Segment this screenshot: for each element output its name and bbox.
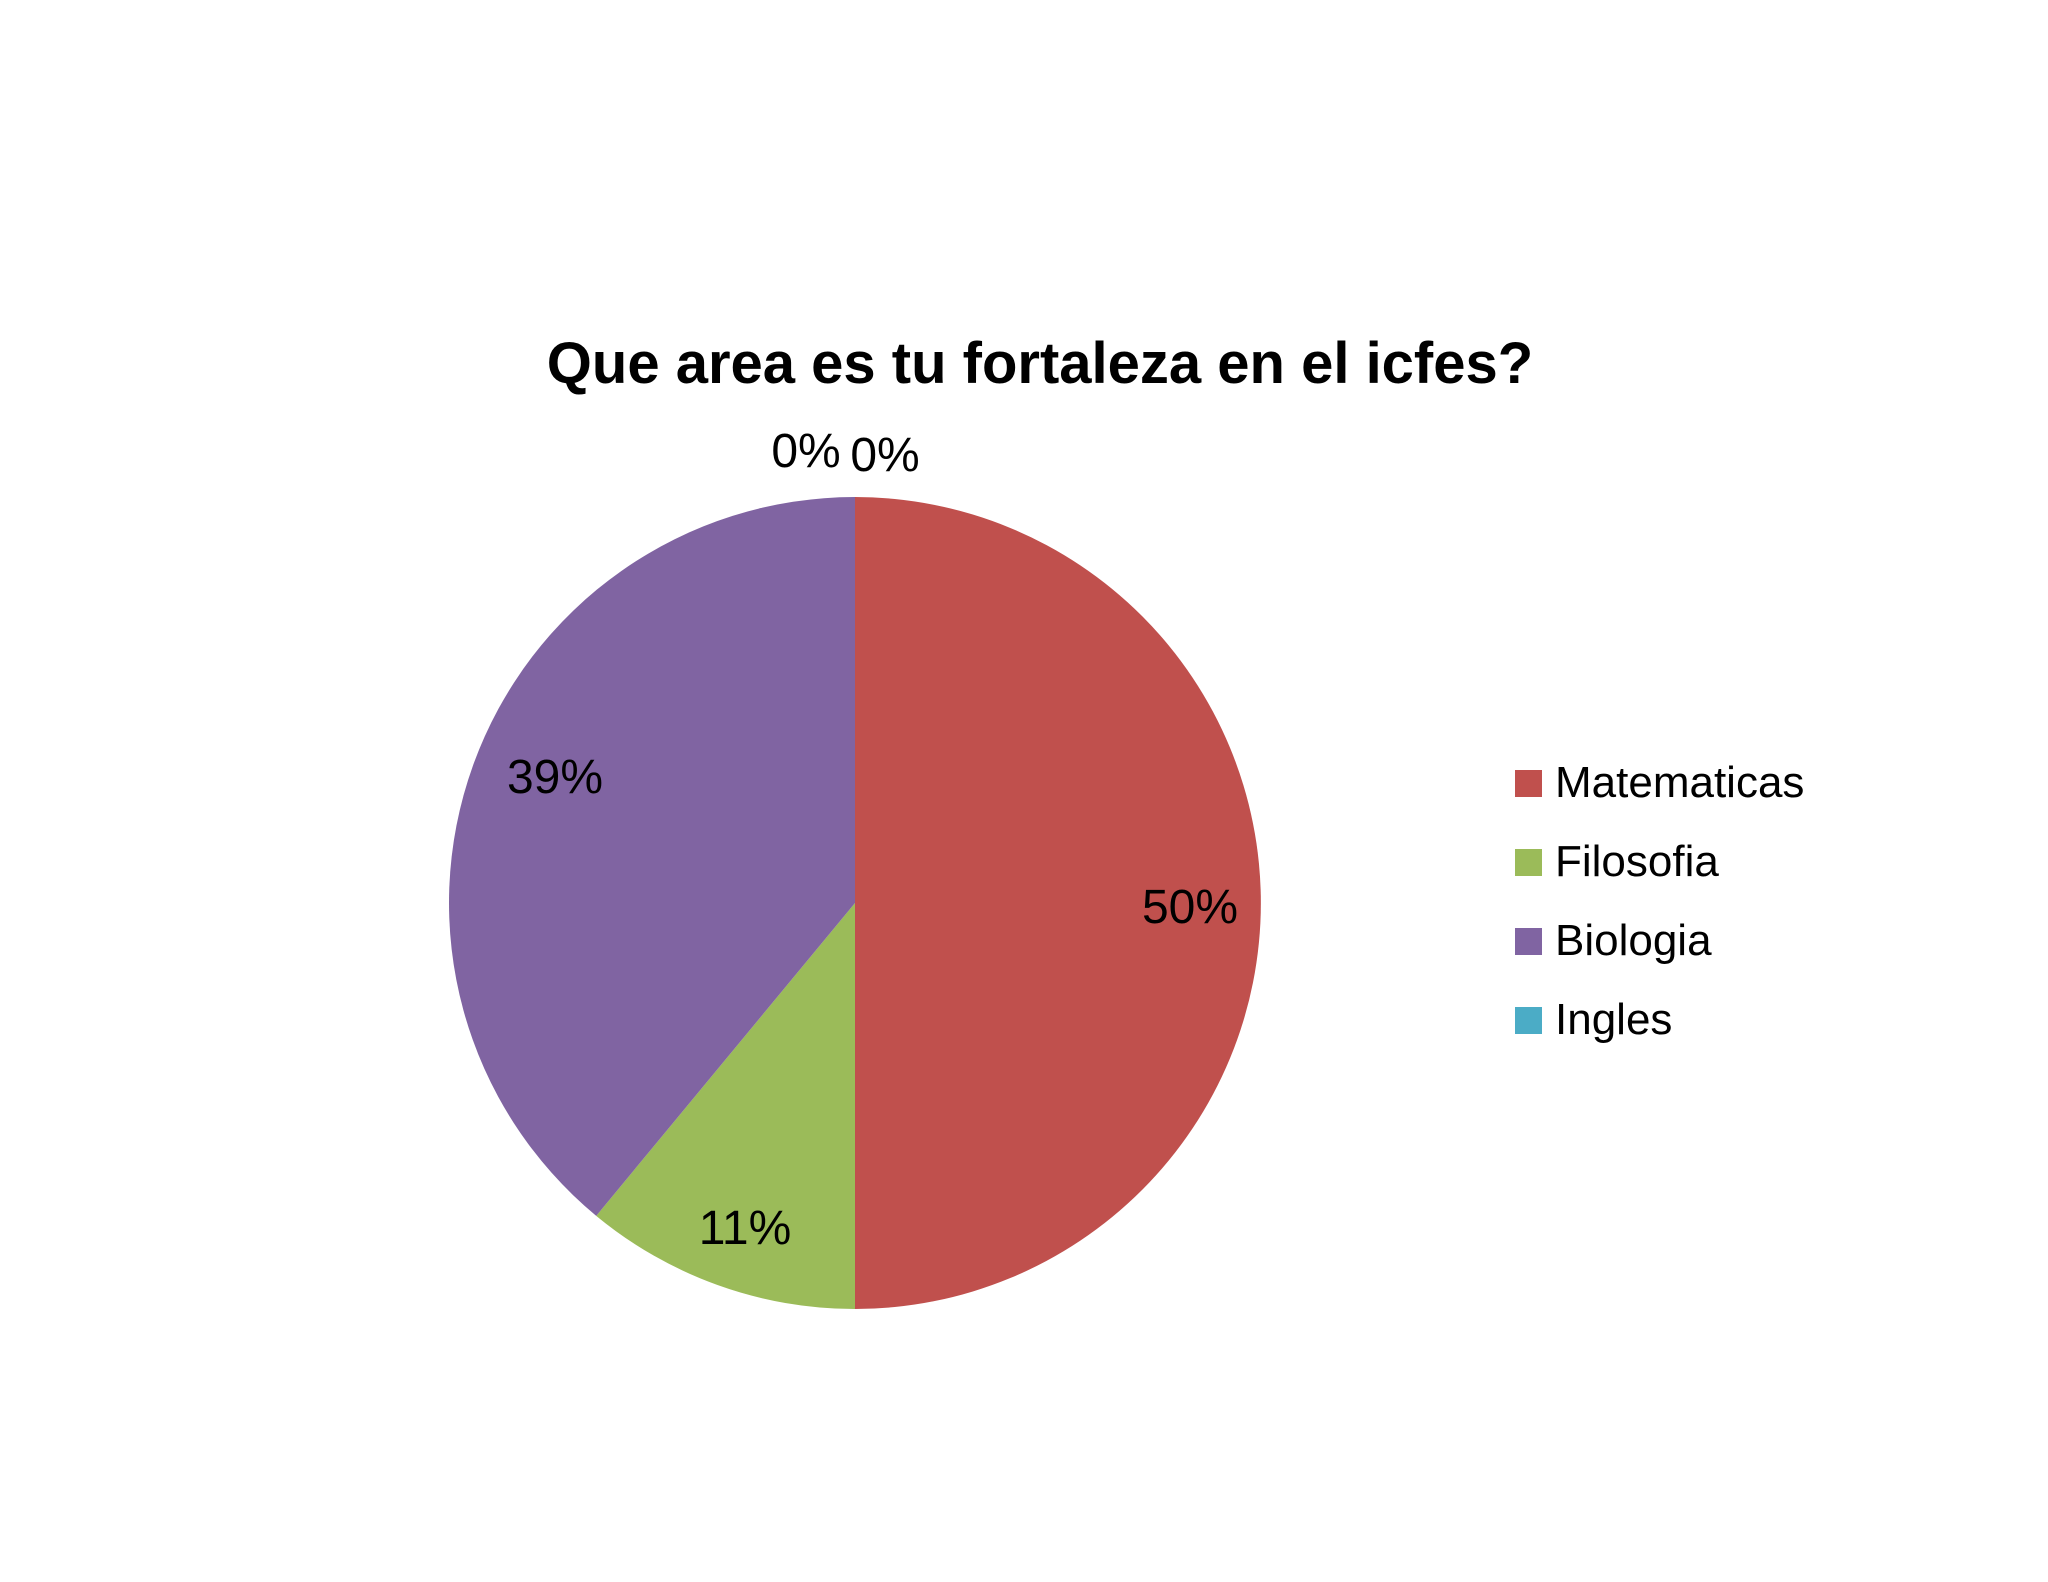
legend-label-biologia: Biologia <box>1555 916 1712 965</box>
legend-label-filosofia: Filosofia <box>1555 837 1719 886</box>
pie-slices <box>448 497 1261 1309</box>
legend-swatch-filosofia <box>1515 849 1542 876</box>
pie-slice-filosofia <box>596 903 855 1309</box>
chart-title: Que area es tu fortaleza en el icfes? <box>547 331 1533 396</box>
legend-swatch-matematicas <box>1515 770 1542 797</box>
legend-label-ingles: Ingles <box>1555 995 1672 1044</box>
data-label-extra: 0% <box>771 425 840 478</box>
data-label-matematicas: 50% <box>1142 881 1238 934</box>
pie-slice-biologia <box>448 497 855 1216</box>
legend-swatch-biologia <box>1515 928 1542 955</box>
data-label-ingles: 0% <box>850 429 919 482</box>
legend: Matematicas Filosofia Biologia Ingles <box>1515 758 1804 1044</box>
pie-slice-matematicas <box>855 497 1261 1309</box>
data-label-biologia: 39% <box>507 751 603 804</box>
legend-label-matematicas: Matematicas <box>1555 758 1804 807</box>
data-labels: 50% 11% 39% 0%0% <box>507 425 1238 1255</box>
legend-swatch-ingles <box>1515 1007 1542 1034</box>
data-label-filosofia: 11% <box>699 1202 792 1255</box>
